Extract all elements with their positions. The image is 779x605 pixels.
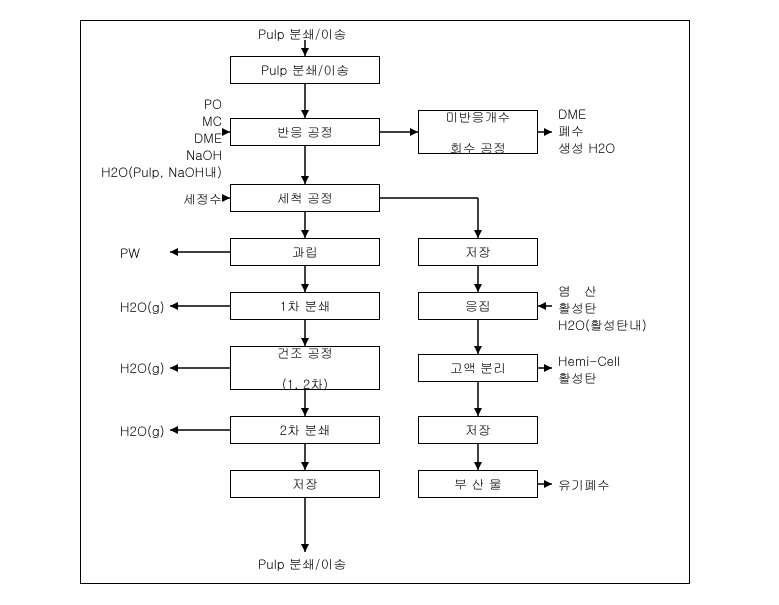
label-t_bot: Pulp 분쇄/이송 — [258, 556, 346, 573]
node-n8: 2차 분쇄 — [230, 416, 380, 444]
node-n11: 응집 — [418, 292, 538, 320]
label-t_out1: DME 폐수 생성 H2O — [558, 106, 615, 157]
node-n7: 건조 공정(1, 2차) — [230, 346, 380, 390]
label-t_rout1: Hemi-Cell 활성탄 — [558, 353, 620, 387]
node-n9: 저장 — [230, 470, 380, 498]
label-t_rout2: 유기폐수 — [558, 477, 610, 494]
node-n12: 고액 분리 — [418, 354, 538, 382]
label-t_rin1: 염 산 활성탄 H2O(활성탄내) — [558, 283, 647, 334]
node-n1: Pulp 분쇄/이송 — [230, 56, 380, 84]
node-n10: 저장 — [418, 238, 538, 266]
node-n3: 미반응개수회수 공정 — [418, 110, 538, 154]
label-t_h3: H2O(g) — [120, 423, 165, 440]
label-t_in2: 세정수 — [183, 191, 222, 208]
label-t_in1: PO MC DME NaOH H2O(Pulp, NaOH내) — [101, 96, 222, 180]
node-n6: 1차 분쇄 — [230, 292, 380, 320]
node-n14: 부 산 물 — [418, 470, 538, 498]
node-n13: 저장 — [418, 416, 538, 444]
label-t_h2: H2O(g) — [120, 360, 165, 377]
node-n5: 과립 — [230, 238, 380, 266]
label-t_pw: PW — [120, 245, 140, 262]
flowchart-frame: Pulp 분쇄/이송반응 공정미반응개수회수 공정세척 공정과립1차 분쇄건조 … — [0, 0, 779, 605]
node-n4: 세척 공정 — [230, 184, 380, 212]
label-t_h1: H2O(g) — [120, 299, 165, 316]
label-t_top: Pulp 분쇄/이송 — [258, 26, 346, 43]
node-n2: 반응 공정 — [230, 118, 380, 146]
